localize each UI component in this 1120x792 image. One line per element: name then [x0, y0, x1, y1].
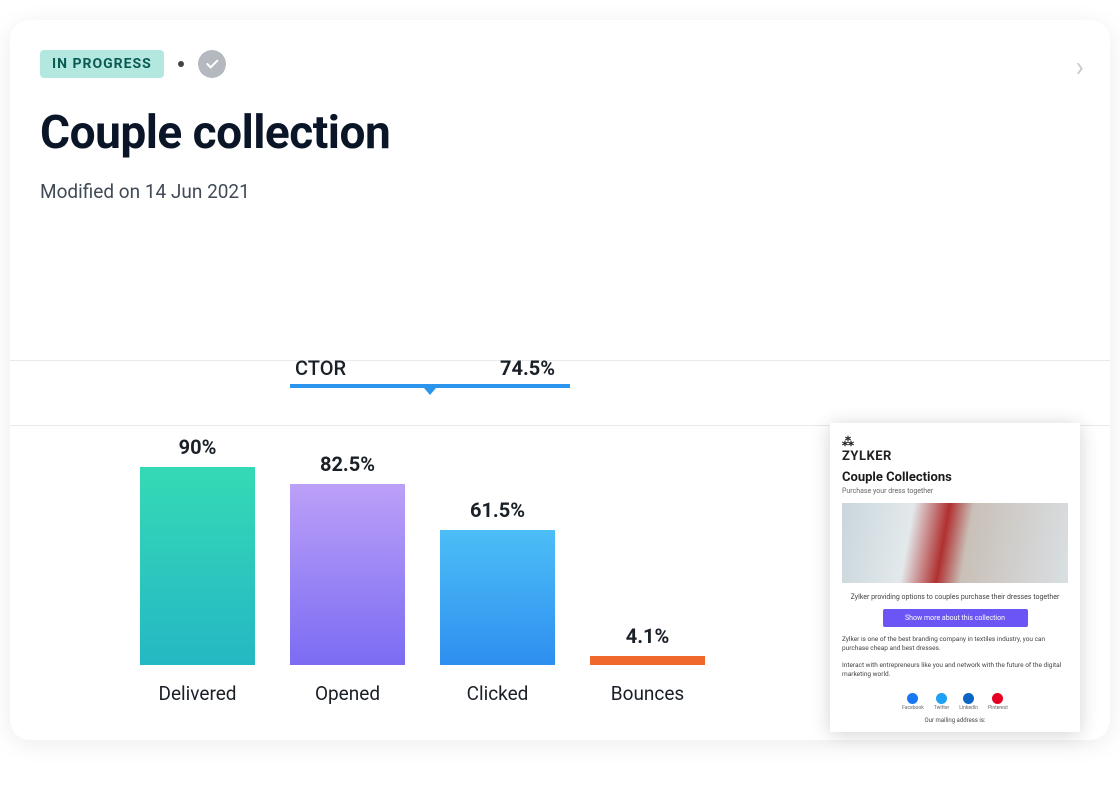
preview-blurb: Zylker providing options to couples purc…	[842, 593, 1068, 601]
campaign-card: IN PROGRESS › Couple collection Modified…	[10, 20, 1110, 740]
bar-col-bounces: 4.1%	[590, 624, 705, 665]
bar-value: 4.1%	[626, 624, 670, 648]
dot-separator	[178, 61, 184, 67]
bar-delivered[interactable]	[140, 467, 255, 665]
preview-tagline: Purchase your dress together	[842, 487, 1068, 495]
twitter-icon	[936, 693, 947, 704]
bar-label: Bounces	[590, 682, 705, 705]
social-label: Facebook	[902, 705, 924, 711]
bar-label: Clicked	[440, 682, 555, 705]
social-twitter[interactable]: Twitter	[934, 693, 949, 711]
bar-label: Opened	[290, 682, 405, 705]
social-linkedin[interactable]: LinkedIn	[959, 693, 978, 711]
bar-col-delivered: 90%	[140, 435, 255, 665]
bar-col-clicked: 61.5%	[440, 498, 555, 665]
status-badge: IN PROGRESS	[40, 50, 164, 78]
preview-social-row: Facebook Twitter LinkedIn Pinterest	[842, 693, 1068, 711]
bar-value: 82.5%	[320, 452, 375, 476]
social-facebook[interactable]: Facebook	[902, 693, 924, 711]
facebook-icon	[907, 693, 918, 704]
bar-group: 90% 82.5% 61.5% 4.1%	[140, 405, 705, 665]
chevron-right-icon[interactable]: ›	[1076, 50, 1084, 83]
social-pinterest[interactable]: Pinterest	[988, 693, 1008, 711]
page-title: Couple collection	[40, 106, 1080, 160]
preview-paragraph-1: Zylker is one of the best branding compa…	[842, 635, 1068, 653]
social-label: LinkedIn	[959, 705, 978, 711]
email-preview[interactable]: ⁂ ZYLKER Couple Collections Purchase you…	[830, 423, 1080, 732]
bar-value: 61.5%	[470, 498, 525, 522]
brand-logo-icon: ⁂	[842, 435, 1068, 449]
bar-value: 90%	[179, 435, 217, 459]
pinterest-icon	[992, 693, 1003, 704]
preview-cta-button[interactable]: Show more about this collection	[883, 609, 1028, 627]
social-label: Pinterest	[988, 705, 1008, 711]
gridline	[10, 360, 1110, 361]
preview-hero-image	[842, 503, 1068, 583]
preview-paragraph-2: Interact with entrepreneurs like you and…	[842, 661, 1068, 679]
linkedin-icon	[963, 693, 974, 704]
preview-title: Couple Collections	[842, 470, 1068, 485]
bar-col-opened: 82.5%	[290, 452, 405, 665]
ctor-indicator-line	[290, 384, 570, 388]
bar-opened[interactable]	[290, 484, 405, 665]
bar-clicked[interactable]	[440, 530, 555, 665]
verified-check-icon	[198, 50, 226, 78]
bar-labels: Delivered Opened Clicked Bounces	[140, 682, 705, 705]
ctor-value: 74.5%	[500, 356, 555, 380]
social-label: Twitter	[934, 705, 949, 711]
bar-bounces[interactable]	[590, 656, 705, 665]
brand-logo-text: ZYLKER	[842, 449, 1068, 464]
ctor-label: CTOR	[295, 356, 346, 380]
preview-address-label: Our mailing address is:	[842, 717, 1068, 724]
modified-date: Modified on 14 Jun 2021	[40, 180, 1080, 203]
bar-label: Delivered	[140, 682, 255, 705]
header-row: IN PROGRESS	[40, 50, 1080, 78]
